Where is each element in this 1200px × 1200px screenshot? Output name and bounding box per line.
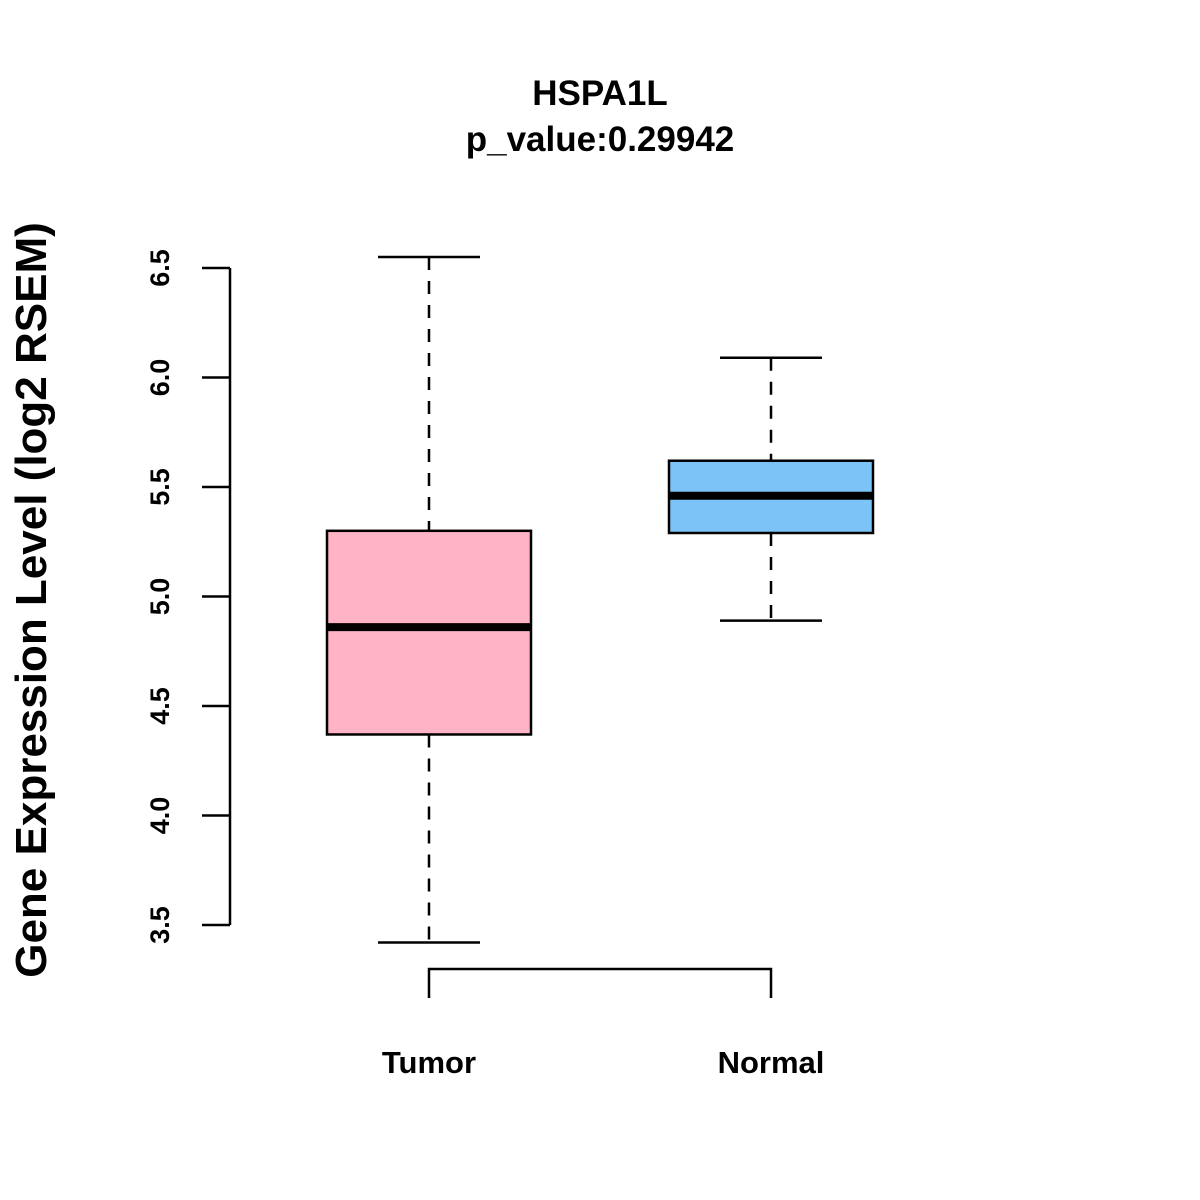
y-tick-label: 3.5	[145, 906, 175, 944]
box-normal	[667, 356, 875, 622]
y-tick-label: 6.0	[145, 359, 175, 397]
box-tumor	[325, 255, 533, 944]
y-tick-label: 4.5	[145, 687, 175, 725]
category-label-normal: Normal	[718, 1045, 825, 1080]
chart-subtitle: p_value:0.29942	[466, 120, 735, 159]
box-group	[325, 255, 875, 944]
category-label-tumor: Tumor	[382, 1045, 476, 1080]
y-axis: 3.5 4.0 4.5 5.0 5.5 6.0 6.5	[145, 249, 232, 944]
comparison-bracket	[427, 967, 773, 998]
chart-title: HSPA1L	[532, 74, 668, 113]
category-labels: Tumor Normal	[382, 1045, 824, 1080]
y-axis-label: Gene Expression Level (log2 RSEM)	[7, 222, 56, 978]
bracket-line	[427, 967, 773, 998]
y-tick-label: 6.5	[145, 249, 175, 287]
y-tick-label: 5.0	[145, 578, 175, 616]
y-tick-label: 4.0	[145, 797, 175, 835]
box-body	[325, 529, 533, 736]
y-tick-label: 5.5	[145, 468, 175, 506]
